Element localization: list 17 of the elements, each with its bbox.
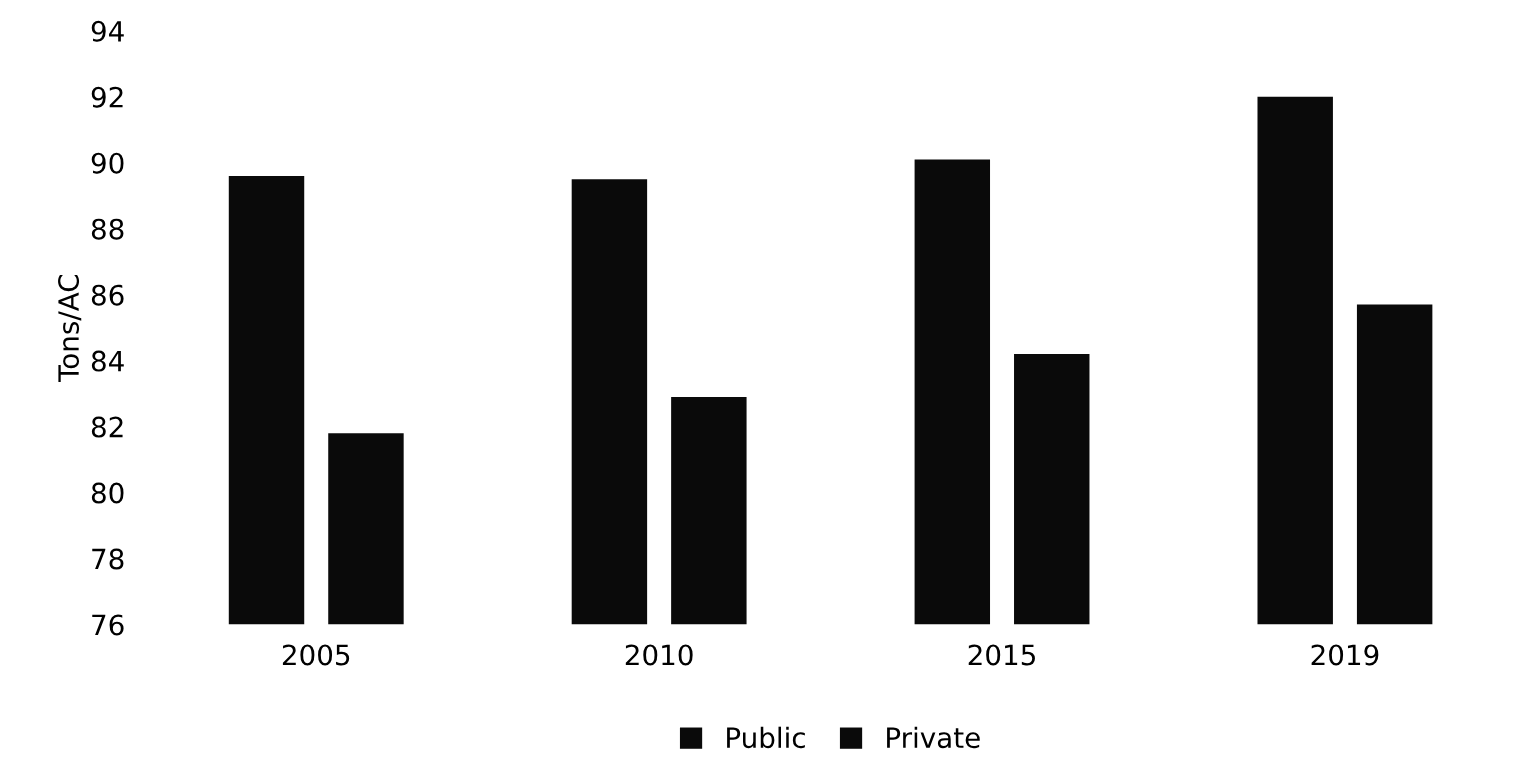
y-tick-label: 90 (91, 152, 124, 174)
legend-label: Public (727, 726, 805, 749)
x-tick-label: 2005 (282, 644, 350, 666)
y-tick-label: 94 (91, 20, 124, 42)
y-tick-label: 80 (91, 482, 124, 504)
y-tick-label: 76 (92, 614, 124, 636)
legend-label: Private (887, 726, 980, 749)
y-tick-label: 82 (91, 416, 123, 438)
y-tick-label: 86 (91, 284, 124, 306)
x-tick-label: 2015 (968, 644, 1035, 666)
x-tick-label: 2010 (625, 644, 693, 666)
y-tick-label: 92 (91, 86, 123, 108)
x-tick-label: 2019 (1311, 644, 1379, 666)
y-tick-label: 88 (91, 218, 124, 240)
y-tick-label: 84 (91, 350, 124, 372)
y-axis-title: Tons/AC (58, 274, 82, 383)
y-tick-label: 78 (92, 548, 124, 570)
